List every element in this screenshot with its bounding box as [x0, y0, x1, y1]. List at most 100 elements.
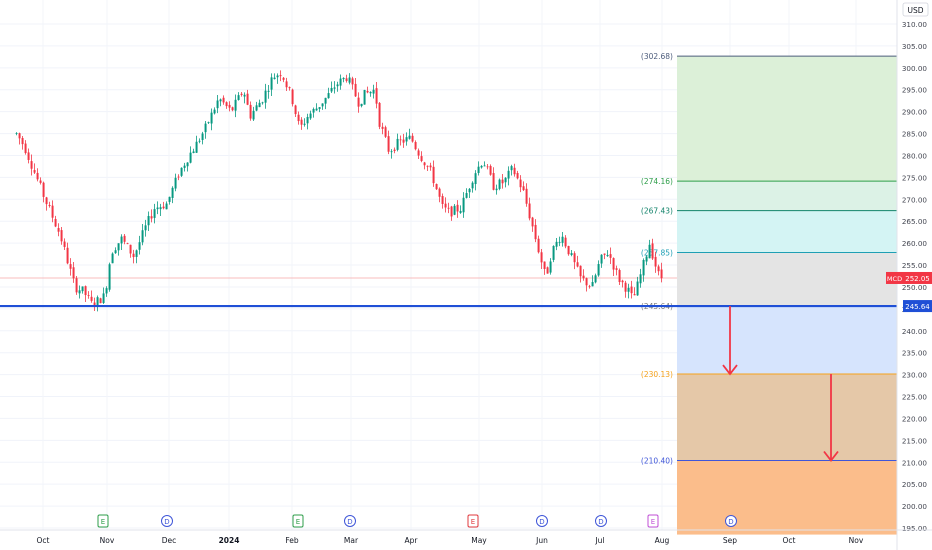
- candle-body: [540, 252, 543, 263]
- candle-body: [405, 137, 408, 142]
- event-marker-label: E: [471, 518, 475, 526]
- candle-body: [231, 107, 234, 111]
- earnings-marker: [647, 514, 659, 528]
- projection-zone: [677, 210, 897, 253]
- candle-body: [264, 90, 267, 103]
- candle-body: [234, 99, 237, 111]
- projection-zone: [677, 306, 897, 375]
- candle-body: [585, 278, 588, 286]
- candle-body: [252, 110, 255, 120]
- candle-body: [318, 107, 321, 109]
- event-marker-label: D: [598, 518, 603, 526]
- candle-body: [339, 78, 342, 86]
- candle-body: [624, 282, 627, 292]
- candle-body: [249, 104, 252, 119]
- last-price-badge: [903, 271, 932, 284]
- candle-body: [504, 177, 507, 183]
- candle-body: [648, 244, 651, 259]
- candle-body: [636, 281, 639, 296]
- candle-body: [282, 77, 285, 80]
- candle-body: [18, 133, 21, 139]
- candle-body: [660, 269, 663, 279]
- candle-body: [582, 275, 585, 279]
- symbol-badge-label: MCD: [887, 275, 902, 283]
- candle-body: [552, 245, 555, 260]
- candle-body: [324, 97, 327, 104]
- candle-body: [615, 268, 618, 270]
- support-price-badge-label: 245.64: [905, 303, 930, 311]
- time-axis[interactable]: Oct Nov Dec 2024 Feb Mar Apr May Jun Jul Aug Sep Oct…: [0, 529, 932, 545]
- price-tick-label: 230.00: [902, 371, 928, 380]
- projection-level-label: (274.16): [641, 177, 673, 186]
- candle-body: [150, 216, 153, 219]
- candle-body: [528, 203, 531, 219]
- candle-body: [156, 207, 159, 210]
- event-marker-label: E: [101, 518, 105, 526]
- candle-body: [165, 203, 168, 210]
- price-tick-label: 275.00: [902, 173, 928, 182]
- candle-body: [363, 89, 366, 105]
- candle-body: [336, 84, 339, 87]
- candle-body: [387, 136, 390, 152]
- candle-body: [273, 77, 276, 80]
- projection-zone: [677, 252, 897, 307]
- candle-body: [75, 278, 78, 293]
- price-tick-label: 250.00: [902, 283, 928, 292]
- candle-body: [465, 193, 468, 198]
- candle-body: [144, 225, 147, 231]
- candle-body: [87, 295, 90, 296]
- candle-body: [78, 290, 81, 294]
- candle-body: [483, 165, 486, 167]
- support-price-badge: [903, 300, 932, 313]
- candle-body: [69, 264, 72, 269]
- candle-body: [345, 78, 348, 81]
- time-tick-label: May: [471, 536, 487, 545]
- candle-body: [33, 170, 36, 173]
- candle-body: [573, 253, 576, 263]
- time-tick-label: Aug: [655, 536, 670, 545]
- candle-body: [222, 97, 225, 103]
- time-tick-label: Mar: [344, 536, 359, 545]
- candle-body: [105, 288, 108, 294]
- candle-body: [642, 259, 645, 276]
- candle-body: [138, 242, 141, 250]
- candle-body: [426, 165, 429, 167]
- candle-body: [543, 261, 546, 269]
- last-price-badge-label: 252.05: [905, 275, 930, 283]
- candle-body: [351, 78, 354, 85]
- candle-body: [60, 230, 63, 242]
- candle-body: [492, 173, 495, 190]
- candle-body: [243, 94, 246, 97]
- projection-level-label: (267.43): [641, 207, 673, 216]
- candle-body: [303, 123, 306, 125]
- time-tick-label: Sep: [723, 536, 737, 545]
- candle-body: [192, 151, 195, 154]
- candle-body: [603, 253, 606, 255]
- time-tick-label: Apr: [405, 536, 419, 545]
- candle-body: [24, 143, 27, 154]
- candle-body: [588, 286, 591, 288]
- time-tick-label: Dec: [162, 536, 177, 545]
- candle-body: [618, 270, 621, 283]
- price-tick-label: 285.00: [902, 130, 928, 139]
- candle-body: [429, 165, 432, 168]
- candle-body: [561, 236, 564, 243]
- candle-body: [306, 116, 309, 124]
- candle-body: [612, 258, 615, 270]
- candle-body: [267, 90, 270, 92]
- candle-body: [477, 166, 480, 173]
- candle-body: [36, 172, 39, 180]
- candle-body: [576, 262, 579, 267]
- candle-body: [21, 138, 24, 145]
- candle-body: [507, 170, 510, 179]
- price-badges: MCD 252.05 245.64: [886, 271, 932, 313]
- candle-body: [285, 81, 288, 88]
- time-tick-label: Jun: [535, 536, 548, 545]
- event-marker-label: D: [164, 518, 169, 526]
- candle-body: [72, 267, 75, 279]
- candle-body: [42, 182, 45, 197]
- candle-body: [396, 138, 399, 150]
- candle-body: [171, 187, 174, 198]
- candle-body: [567, 245, 570, 255]
